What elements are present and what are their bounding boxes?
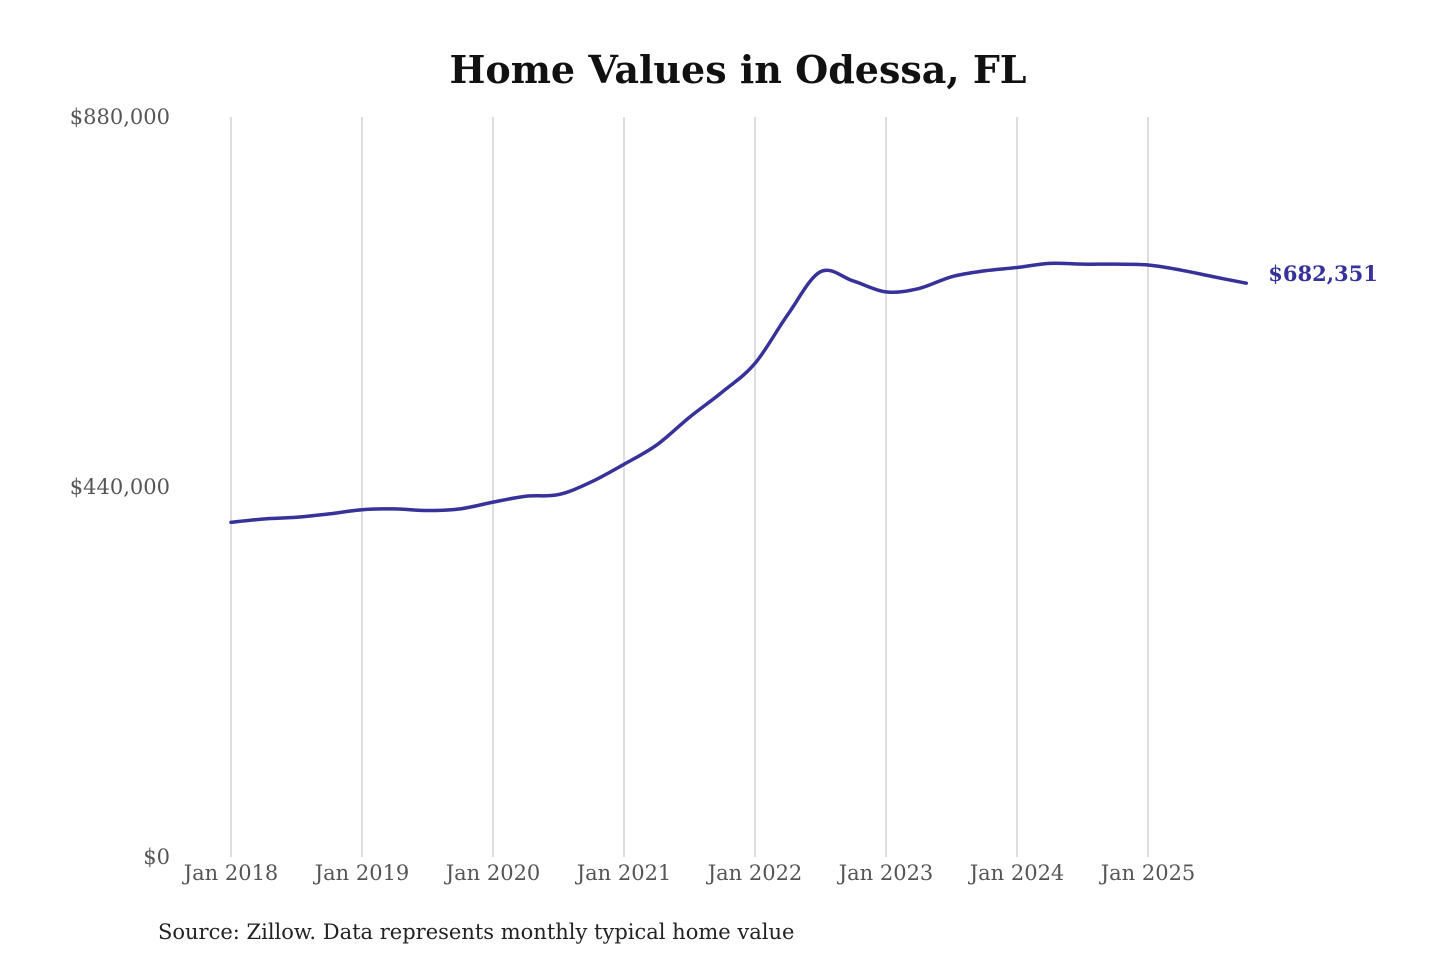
x-tick-label: Jan 2022 [706, 861, 803, 885]
y-axis: $0 $440,000 $880,000 [70, 105, 170, 869]
chart-title: Home Values in Odessa, FL [449, 47, 1026, 92]
x-tick-label: Jan 2019 [313, 861, 410, 885]
x-tick-label: Jan 2018 [182, 861, 279, 885]
series-line [229, 261, 1248, 525]
x-axis: Jan 2018 Jan 2019 Jan 2020 Jan 2021 Jan 2022… [182, 861, 1196, 885]
end-value-label: $682,351 [1268, 261, 1378, 286]
y-tick-label: $880,000 [70, 105, 170, 129]
x-tick-label: Jan 2020 [444, 861, 541, 885]
x-tick-label: Jan 2021 [575, 861, 672, 885]
x-tick-label: Jan 2023 [837, 861, 934, 885]
x-tick-label: Jan 2025 [1099, 861, 1196, 885]
source-note: Source: Zillow. Data represents monthly … [158, 920, 794, 944]
gridlines [230, 117, 1149, 857]
x-tick-label: Jan 2024 [968, 861, 1065, 885]
y-tick-label: $440,000 [70, 475, 170, 499]
y-tick-label: $0 [143, 845, 170, 869]
